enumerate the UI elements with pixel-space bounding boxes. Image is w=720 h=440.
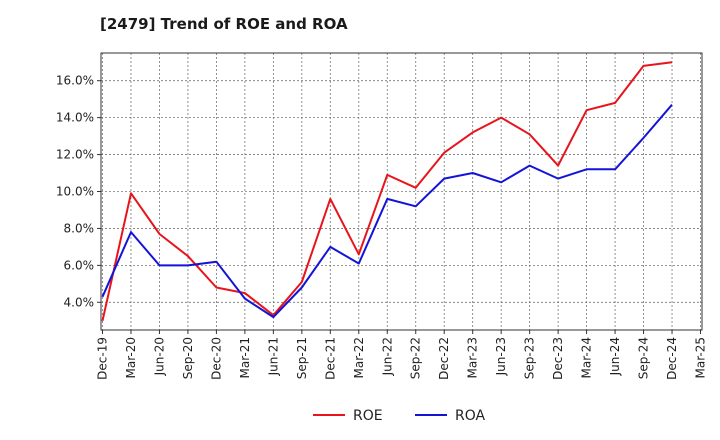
x-tick-label: Mar-23 <box>466 337 480 378</box>
legend-label-roa: ROA <box>455 408 486 424</box>
series-line-roa <box>101 104 673 319</box>
y-tick-label: 12.0% <box>56 148 94 162</box>
grid-lines <box>101 53 702 330</box>
y-tick-label: 6.0% <box>64 258 95 272</box>
legend: ROE ROA <box>313 408 486 424</box>
x-tick-label: Sep-22 <box>409 337 423 379</box>
x-tick-label: Jun-21 <box>266 337 280 376</box>
x-tick-label: Sep-24 <box>637 337 651 379</box>
x-tick-label: Mar-22 <box>352 337 366 378</box>
series-line-roe <box>101 61 673 322</box>
x-tick-label: Mar-20 <box>124 337 138 378</box>
x-tick-label: Jun-20 <box>152 337 166 376</box>
y-tick-label: 4.0% <box>64 295 95 309</box>
y-tick-label: 14.0% <box>56 111 94 125</box>
x-tick-label: Jun-23 <box>494 337 508 376</box>
x-tick-label: Mar-24 <box>580 337 594 378</box>
x-tick-label: Sep-23 <box>523 337 537 379</box>
x-tick-label: Jun-24 <box>608 337 622 376</box>
x-tick-label: Dec-24 <box>665 337 679 380</box>
y-tick-label: 10.0% <box>56 185 94 199</box>
x-tick-label: Jun-22 <box>380 337 394 376</box>
x-tick-label: Dec-20 <box>209 337 223 380</box>
x-tick-label: Sep-21 <box>295 337 309 379</box>
x-tick-label: Mar-25 <box>694 337 708 378</box>
x-tick-label: Mar-21 <box>238 337 252 378</box>
x-tick-label: Dec-21 <box>323 337 337 380</box>
x-tick-label: Dec-19 <box>96 337 110 380</box>
x-tick-label: Dec-22 <box>437 337 451 380</box>
x-tick-label: Dec-23 <box>551 337 565 380</box>
x-tick-label: Sep-20 <box>181 337 195 379</box>
y-tick-label: 16.0% <box>56 74 94 88</box>
y-axis: 4.0% 6.0% 8.0% 10.0% 12.0% 14.0% 16.0% <box>56 74 101 309</box>
y-tick-label: 8.0% <box>64 221 95 235</box>
chart-title: [2479] Trend of ROE and ROA <box>100 15 348 33</box>
legend-label-roe: ROE <box>353 408 383 424</box>
series-lines <box>101 61 673 322</box>
x-axis: Dec-19 Mar-20 Jun-20 Sep-20 Dec-20 Mar-21 Jun-… <box>96 330 708 380</box>
